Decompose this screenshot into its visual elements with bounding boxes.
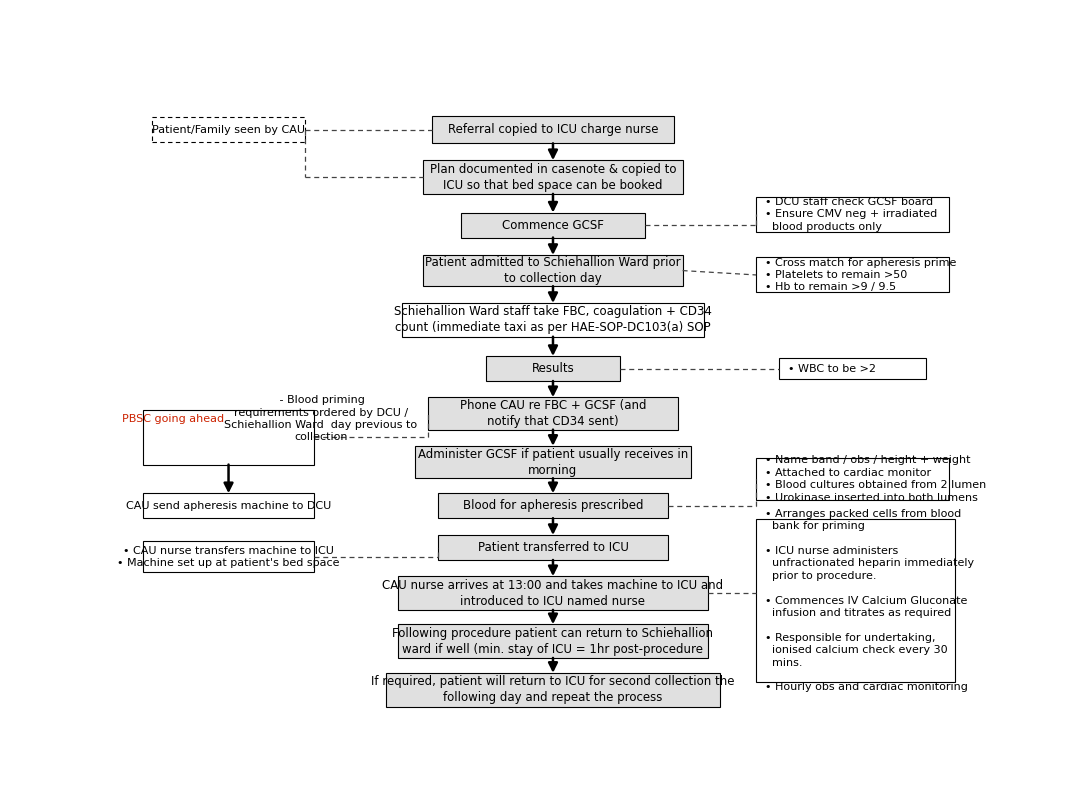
Text: • WBC to be >2: • WBC to be >2	[788, 364, 875, 373]
FancyBboxPatch shape	[756, 458, 948, 500]
Text: CAU send apheresis machine to DCU: CAU send apheresis machine to DCU	[126, 501, 331, 511]
Text: • Cross match for apheresis prime
• Platelets to remain >50
• Hb to remain >9 / : • Cross match for apheresis prime • Plat…	[765, 258, 956, 292]
FancyBboxPatch shape	[756, 197, 948, 232]
Text: Plan documented in casenote & copied to
ICU so that bed space can be booked: Plan documented in casenote & copied to …	[429, 163, 677, 191]
FancyBboxPatch shape	[386, 673, 721, 706]
Text: Phone CAU re FBC + GCSF (and
notify that CD34 sent): Phone CAU re FBC + GCSF (and notify that…	[460, 399, 646, 428]
FancyBboxPatch shape	[427, 397, 679, 429]
Text: Results: Results	[532, 362, 574, 375]
FancyBboxPatch shape	[438, 535, 668, 560]
Text: Patient admitted to Schiehallion Ward prior
to collection day: Patient admitted to Schiehallion Ward pr…	[425, 256, 681, 285]
Text: Patient transferred to ICU: Patient transferred to ICU	[478, 541, 628, 554]
FancyBboxPatch shape	[152, 117, 305, 142]
Text: - Blood priming
requirements ordered by DCU /
Schiehallion Ward  day previous to: - Blood priming requirements ordered by …	[224, 395, 418, 442]
FancyBboxPatch shape	[415, 446, 691, 478]
Text: Following procedure patient can return to Schiehallion
ward if well (min. stay o: Following procedure patient can return t…	[393, 627, 713, 655]
Text: If required, patient will return to ICU for second collection the
following day : If required, patient will return to ICU …	[371, 676, 735, 704]
FancyBboxPatch shape	[461, 212, 645, 237]
Text: Patient/Family seen by CAU: Patient/Family seen by CAU	[152, 125, 305, 134]
Text: PBSC going ahead: PBSC going ahead	[122, 414, 224, 424]
FancyBboxPatch shape	[423, 255, 683, 286]
FancyBboxPatch shape	[142, 410, 314, 465]
Text: • DCU staff check GCSF board
• Ensure CMV neg + irradiated
  blood products only: • DCU staff check GCSF board • Ensure CM…	[765, 197, 937, 232]
FancyBboxPatch shape	[398, 576, 708, 610]
FancyBboxPatch shape	[438, 493, 668, 518]
FancyBboxPatch shape	[432, 116, 674, 143]
Text: Referral copied to ICU charge nurse: Referral copied to ICU charge nurse	[448, 123, 658, 136]
Text: • Arranges packed cells from blood
  bank for priming

• ICU nurse administers
 : • Arranges packed cells from blood bank …	[765, 509, 973, 693]
Text: Blood for apheresis prescribed: Blood for apheresis prescribed	[463, 499, 643, 512]
FancyBboxPatch shape	[756, 519, 955, 681]
Text: Schiehallion Ward staff take FBC, coagulation + CD34
count (immediate taxi as pe: Schiehallion Ward staff take FBC, coagul…	[394, 305, 712, 335]
FancyBboxPatch shape	[142, 493, 314, 518]
FancyBboxPatch shape	[486, 356, 619, 381]
FancyBboxPatch shape	[142, 541, 314, 573]
Text: • CAU nurse transfers machine to ICU
• Machine set up at patient's bed space: • CAU nurse transfers machine to ICU • M…	[118, 546, 340, 568]
Text: Administer GCSF if patient usually receives in
morning: Administer GCSF if patient usually recei…	[418, 448, 688, 476]
FancyBboxPatch shape	[779, 358, 926, 379]
Text: CAU nurse arrives at 13:00 and takes machine to ICU and
introduced to ICU named : CAU nurse arrives at 13:00 and takes mac…	[382, 578, 724, 608]
Text: Commence GCSF: Commence GCSF	[502, 219, 604, 232]
FancyBboxPatch shape	[402, 303, 704, 337]
FancyBboxPatch shape	[423, 160, 683, 194]
FancyBboxPatch shape	[398, 625, 708, 658]
FancyBboxPatch shape	[756, 258, 948, 292]
Text: • Name band / obs / height + weight
• Attached to cardiac monitor
• Blood cultur: • Name band / obs / height + weight • At…	[765, 455, 986, 502]
